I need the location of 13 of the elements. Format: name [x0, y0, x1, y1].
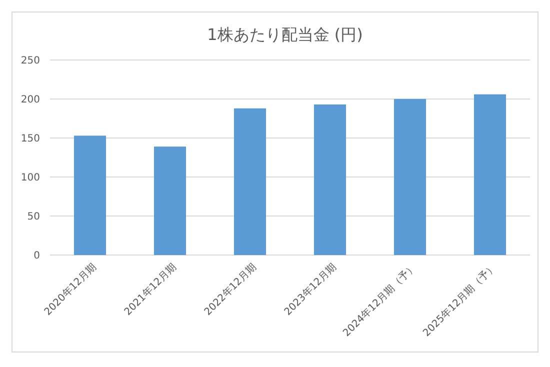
y-tick-label: 100 — [20, 172, 40, 184]
chart-title: 1株あたり配当金 (円) — [207, 25, 363, 44]
bar — [314, 104, 346, 255]
bar — [474, 94, 506, 255]
bar — [234, 108, 266, 255]
y-tick-label: 150 — [20, 134, 40, 144]
bar — [394, 99, 426, 255]
y-tick-label: 200 — [20, 94, 40, 106]
y-tick-label: 250 — [20, 56, 40, 66]
y-tick-label: 0 — [34, 250, 40, 262]
bar — [74, 136, 106, 255]
y-tick-label: 50 — [27, 212, 40, 222]
bar — [154, 146, 186, 255]
